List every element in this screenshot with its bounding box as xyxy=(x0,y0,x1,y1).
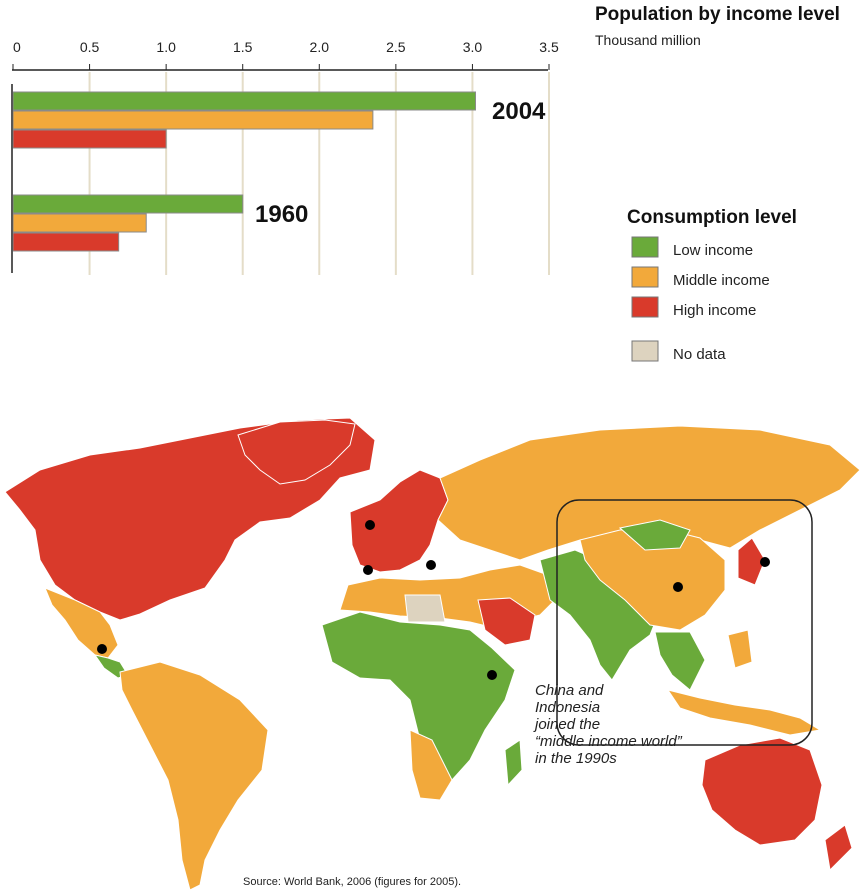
sub-saharan-africa xyxy=(321,611,516,781)
tick-label: 1.0 xyxy=(156,39,176,55)
tick-label: 1.5 xyxy=(233,39,253,55)
bars xyxy=(12,91,476,252)
city-dot-madrid xyxy=(363,565,373,575)
legend-swatch-nodata xyxy=(631,340,659,362)
russia xyxy=(437,425,861,561)
south-america xyxy=(119,661,269,891)
philippines xyxy=(727,629,753,669)
greenland xyxy=(237,419,356,485)
city-dot-rome xyxy=(426,560,436,570)
southern-africa xyxy=(409,729,453,801)
city-dot-central-america xyxy=(97,644,107,654)
libya-no-data xyxy=(404,594,446,623)
map-annotation: China and Indonesia joined the “middle i… xyxy=(535,682,682,767)
new-zealand xyxy=(824,824,853,872)
legend-swatch-high xyxy=(631,296,659,318)
australia xyxy=(701,737,823,846)
highlight-box xyxy=(556,499,813,746)
bar-1960-high-income xyxy=(12,232,120,252)
legend-label-low: Low income xyxy=(673,242,753,259)
legend-label-high: High income xyxy=(673,302,756,319)
chart-unit: Thousand million xyxy=(595,32,701,48)
europe xyxy=(349,469,449,573)
southeast-asia xyxy=(654,631,706,691)
bar-2004-middle-income xyxy=(12,110,374,130)
indonesia xyxy=(666,689,822,736)
city-dot-addis-ababa xyxy=(487,670,497,680)
bar-1960-middle-income xyxy=(12,213,147,233)
bar-2004-low-income xyxy=(12,91,476,111)
chart-title: Population by income level xyxy=(595,4,840,25)
city-dot-tokyo xyxy=(760,557,770,567)
tick-label: 0 xyxy=(13,39,21,55)
mongolia xyxy=(618,519,691,551)
legend: Low income Middle income High income No … xyxy=(631,236,770,363)
saudi-arabia xyxy=(477,597,536,646)
legend-label-middle: Middle income xyxy=(673,272,770,289)
year-label-2004: 2004 xyxy=(492,98,546,125)
city-dot-paris xyxy=(365,520,375,530)
tick-label: 3.5 xyxy=(539,39,559,55)
world-income-map xyxy=(4,417,861,891)
source-note: Source: World Bank, 2006 (figures for 20… xyxy=(243,876,462,888)
x-axis-ticks: 0 0.5 1.0 1.5 2.0 2.5 3.0 3.5 xyxy=(12,39,559,70)
bar-2004-high-income xyxy=(12,129,167,149)
city-dot-wuhan xyxy=(673,582,683,592)
japan xyxy=(737,537,766,586)
year-label-1960: 1960 xyxy=(255,201,308,228)
bar-1960-low-income xyxy=(12,194,244,214)
legend-swatch-low xyxy=(631,236,659,258)
legend-swatch-middle xyxy=(631,266,659,288)
legend-label-nodata: No data xyxy=(673,346,726,363)
madagascar xyxy=(504,739,523,787)
legend-title: Consumption level xyxy=(627,207,797,228)
tick-label: 3.0 xyxy=(463,39,483,55)
tick-label: 2.5 xyxy=(386,39,406,55)
tick-label: 0.5 xyxy=(80,39,100,55)
population-bar-chart: Population by income level Thousand mill… xyxy=(11,4,840,363)
tick-label: 2.0 xyxy=(310,39,330,55)
